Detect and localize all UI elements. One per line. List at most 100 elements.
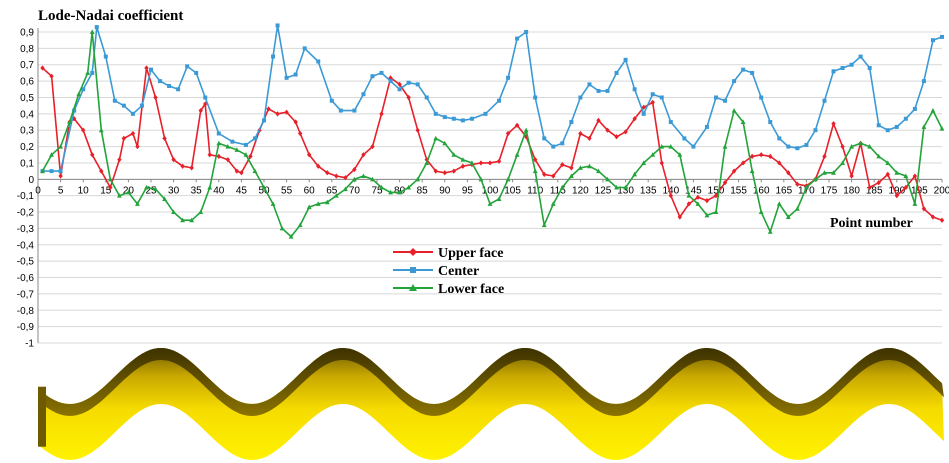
data-point-lower-face — [261, 184, 267, 190]
data-point-center — [302, 46, 307, 51]
data-point-lower-face — [695, 201, 701, 206]
data-point-upper-face — [121, 135, 127, 141]
data-point-upper-face — [81, 127, 86, 133]
data-point-center — [388, 79, 393, 84]
data-point-upper-face — [650, 99, 655, 105]
x-tick-label: 105 — [504, 185, 521, 196]
data-point-lower-face — [514, 152, 520, 157]
data-point-center — [81, 87, 86, 92]
data-point-center — [130, 111, 135, 116]
legend-label-upper-face: Upper face — [438, 246, 503, 261]
data-point-upper-face — [325, 170, 330, 176]
data-point-upper-face — [275, 111, 280, 117]
data-point-center — [894, 124, 899, 129]
data-point-center — [58, 169, 63, 174]
data-point-center — [885, 128, 890, 133]
chart-series — [40, 23, 945, 239]
data-point-lower-face — [930, 107, 936, 113]
data-point-center — [194, 70, 199, 75]
data-point-center — [804, 142, 809, 147]
data-point-center — [176, 87, 181, 92]
y-tick-label: -0,1 — [17, 191, 35, 202]
x-tick-label: 115 — [550, 185, 566, 196]
data-point-upper-face — [162, 135, 167, 141]
data-point-lower-face — [388, 189, 393, 195]
data-point-upper-face — [99, 168, 104, 174]
x-tick-label: 70 — [349, 185, 361, 196]
data-point-center — [121, 103, 126, 108]
data-point-upper-face — [704, 197, 710, 204]
data-point-upper-face — [777, 160, 782, 166]
data-point-lower-face — [297, 222, 303, 228]
data-point-lower-face — [243, 152, 249, 157]
data-point-lower-face — [822, 170, 827, 175]
data-point-upper-face — [153, 94, 158, 101]
legend-item-lower-face: Lower face — [393, 282, 504, 297]
data-point-center — [876, 123, 881, 128]
data-point-lower-face — [659, 143, 665, 149]
x-tick-label: 0 — [35, 185, 41, 196]
data-point-upper-face — [460, 163, 466, 169]
data-point-lower-face — [767, 229, 773, 234]
x-tick-label: 50 — [258, 185, 270, 196]
y-tick-label: -0,7 — [17, 289, 35, 300]
x-tick-label: 90 — [439, 185, 451, 196]
data-point-lower-face — [758, 209, 764, 215]
legend-label-lower-face: Lower face — [438, 282, 504, 297]
data-point-upper-face — [867, 184, 872, 191]
data-point-center — [714, 95, 718, 100]
data-point-upper-face — [90, 152, 95, 158]
data-point-lower-face — [614, 184, 619, 190]
data-point-lower-face — [361, 173, 366, 179]
data-point-center — [424, 95, 429, 100]
data-point-upper-face — [117, 157, 122, 163]
x-tick-label: 155 — [730, 185, 747, 196]
data-point-lower-face — [198, 209, 204, 215]
data-point-upper-face — [433, 168, 438, 174]
data-point-center — [415, 82, 420, 87]
data-point-lower-face — [776, 201, 782, 206]
data-point-upper-face — [58, 173, 63, 179]
data-point-upper-face — [316, 163, 321, 169]
data-point-upper-face — [768, 153, 773, 159]
data-point-lower-face — [370, 176, 375, 182]
data-point-upper-face — [379, 111, 384, 117]
data-point-upper-face — [921, 206, 927, 212]
data-point-lower-face — [840, 160, 845, 165]
data-point-upper-face — [912, 173, 918, 179]
x-tick-label: 95 — [462, 185, 474, 196]
x-tick-label: 25 — [145, 185, 157, 196]
data-point-center — [795, 146, 800, 151]
data-point-upper-face — [749, 153, 755, 159]
data-point-lower-face — [424, 160, 430, 165]
data-point-lower-face — [460, 157, 466, 162]
data-point-lower-face — [144, 184, 149, 190]
x-tick-label: 10 — [78, 185, 90, 196]
data-point-center — [668, 120, 673, 125]
data-point-center — [203, 95, 208, 100]
legend-item-upper-face: Upper face — [393, 246, 503, 261]
data-point-center — [433, 111, 438, 116]
data-point-lower-face — [578, 165, 583, 170]
y-tick-label: -0,5 — [17, 257, 35, 268]
data-point-upper-face — [695, 194, 701, 200]
data-point-lower-face — [487, 201, 493, 206]
data-point-lower-face — [98, 127, 104, 133]
x-tick-label: 75 — [371, 185, 383, 196]
data-point-center — [840, 66, 845, 71]
data-point-upper-face — [266, 106, 271, 112]
data-point-lower-face — [189, 217, 195, 223]
x-tick-label: 125 — [595, 185, 612, 196]
data-point-upper-face — [370, 143, 375, 150]
data-point-center — [614, 70, 619, 75]
data-point-upper-face — [903, 184, 909, 191]
data-point-upper-face — [569, 165, 574, 171]
data-point-center — [578, 95, 583, 100]
x-tick-label: 160 — [753, 185, 770, 196]
data-point-lower-face — [550, 201, 556, 206]
data-point-center — [768, 120, 773, 125]
data-point-lower-face — [153, 186, 158, 192]
data-point-upper-face — [284, 109, 289, 115]
y-tick-label: 0,1 — [20, 158, 34, 169]
data-point-center — [641, 111, 646, 116]
